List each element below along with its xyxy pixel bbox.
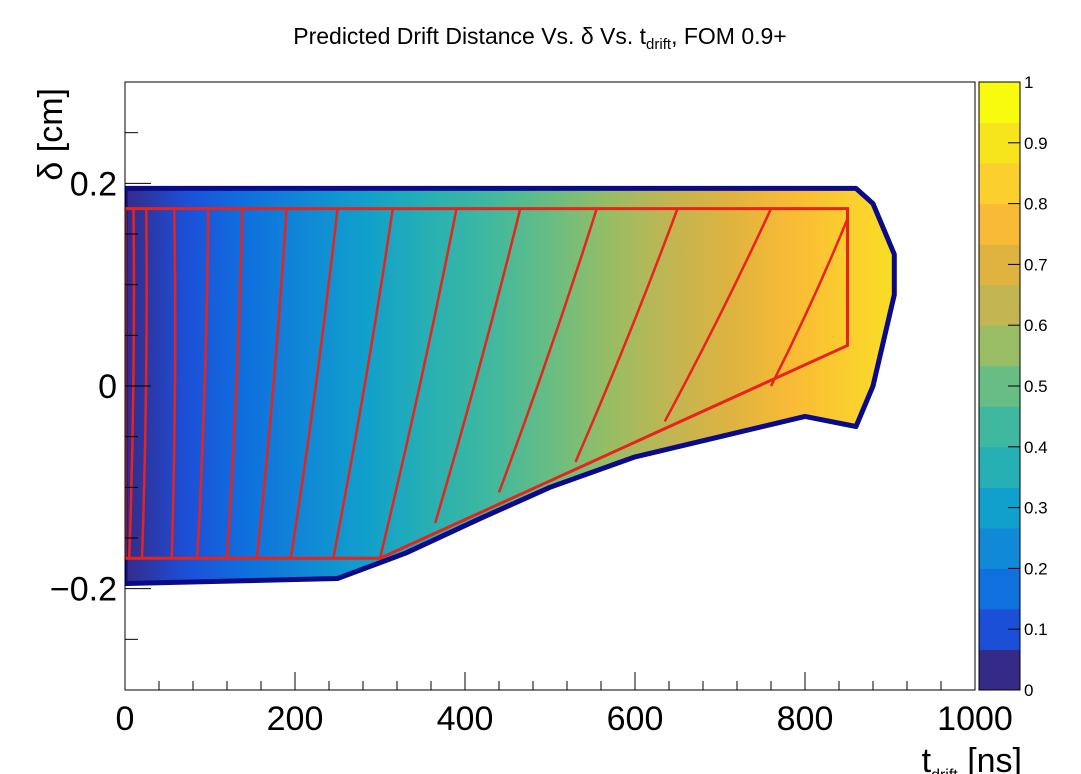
- x-tick-label: 200: [267, 700, 324, 738]
- colorbar-tick-label: 0.6: [1024, 316, 1048, 335]
- x-tick-label: 800: [777, 700, 834, 738]
- acceptance-outline: [125, 207, 849, 560]
- contour-line-13: [663, 208, 773, 423]
- contour-line-12: [574, 208, 679, 463]
- contour-line-8: [332, 208, 394, 559]
- x-tick-label: 600: [607, 700, 664, 738]
- colorbar-tick-label: 1: [1024, 73, 1033, 92]
- contour-line-5: [225, 208, 244, 559]
- colorbar-tick-label: 0: [1024, 681, 1033, 700]
- x-tick-label: 0: [116, 700, 135, 738]
- contour-line-6: [255, 208, 288, 559]
- contour-line-2: [140, 208, 148, 559]
- contour-line-3: [170, 208, 177, 559]
- colorbar: 0 0.1 0.2 0.3 0.4 0.5 0.6 0.7 0.8 0.9 1: [978, 73, 1048, 700]
- contour-line-9: [378, 208, 458, 559]
- colorbar-tick-label: 0.4: [1024, 438, 1048, 457]
- contour-line-10: [434, 208, 522, 524]
- colorbar-tick-label: 0.1: [1024, 620, 1048, 639]
- y-tick-label: 0.2: [70, 165, 117, 203]
- chart-title: Predicted Drift Distance Vs. δ Vs. tdrif…: [293, 23, 787, 53]
- title-suffix: , FOM 0.9+: [671, 23, 787, 49]
- colorbar-tick-label: 0.5: [1024, 377, 1048, 396]
- colorbar-bin: [979, 527, 1020, 569]
- y-tick-label: −0.2: [50, 571, 117, 609]
- title-subscript: drift: [646, 36, 672, 53]
- plot-area: 0 200 400 600 800 1000 −0.2 0 0.2: [50, 81, 1013, 738]
- contour-line-14: [769, 218, 849, 387]
- colorbar-tick-label: 0.3: [1024, 499, 1048, 518]
- x-axis-label: tdrift [ns]: [922, 742, 1022, 774]
- colorbar-tick-label: 0.7: [1024, 255, 1048, 274]
- colorbar-bin: [979, 649, 1020, 691]
- colorbar-bin: [979, 446, 1020, 488]
- colorbar-bin: [979, 203, 1020, 245]
- y-tick-label: 0: [98, 368, 117, 406]
- x-tick-label: 400: [437, 700, 494, 738]
- colorbar-bin: [979, 325, 1020, 367]
- x-tick-label: 1000: [937, 700, 1013, 738]
- data-region: [125, 185, 897, 587]
- colorbar-bin: [979, 163, 1020, 205]
- contour-line-11: [497, 208, 598, 493]
- colorbar-tick-label: 0.8: [1024, 195, 1048, 214]
- contour-line-4: [196, 208, 210, 559]
- x-axis-label-unit: [ns]: [958, 742, 1022, 774]
- colorbar-bin: [979, 284, 1020, 326]
- colorbar-tick-label: 0.9: [1024, 134, 1048, 153]
- y-axis-label: δ [cm]: [32, 88, 70, 181]
- x-axis-label-subscript: drift: [931, 767, 958, 774]
- colorbar-bin: [979, 568, 1020, 610]
- contour-line-7: [289, 208, 339, 559]
- colorbar-tick-label: 0.2: [1024, 559, 1048, 578]
- contour-line-1: [128, 208, 136, 559]
- colorbar-bin: [979, 82, 1020, 124]
- colorbar-bin: [979, 406, 1020, 448]
